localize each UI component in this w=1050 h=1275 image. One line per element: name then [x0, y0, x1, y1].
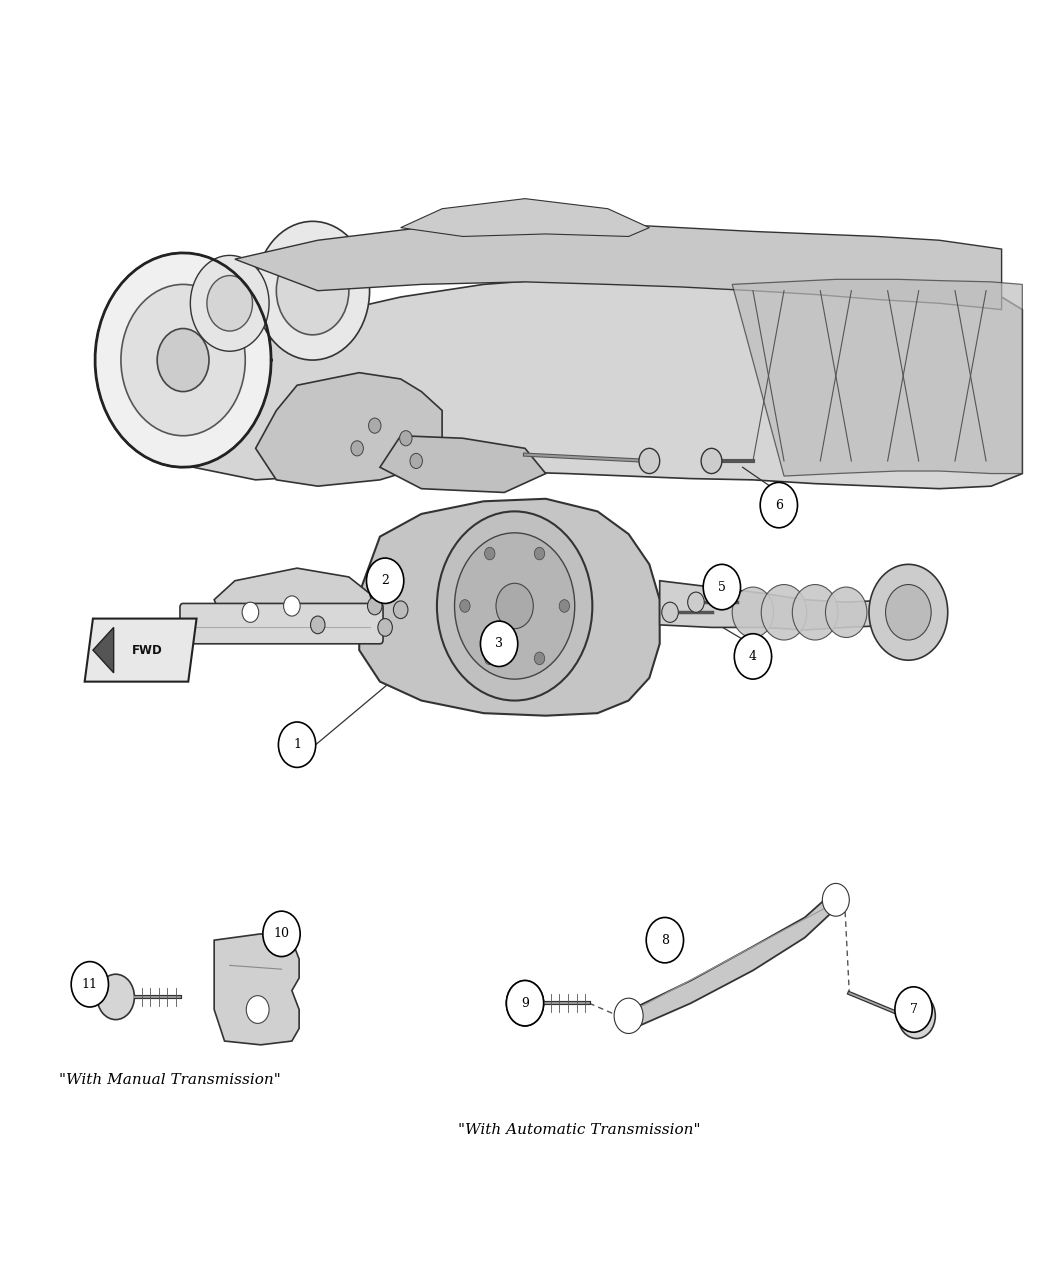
- Circle shape: [190, 255, 269, 351]
- Circle shape: [378, 618, 393, 636]
- Circle shape: [368, 597, 382, 615]
- Polygon shape: [380, 436, 546, 492]
- Circle shape: [869, 565, 948, 660]
- Circle shape: [688, 592, 705, 612]
- Polygon shape: [85, 618, 196, 682]
- Circle shape: [71, 961, 108, 1007]
- Polygon shape: [359, 499, 659, 715]
- Circle shape: [895, 987, 932, 1033]
- Polygon shape: [235, 222, 1002, 310]
- Text: 3: 3: [496, 638, 503, 650]
- Circle shape: [822, 884, 849, 917]
- Text: 10: 10: [273, 927, 290, 941]
- Circle shape: [534, 547, 545, 560]
- Polygon shape: [214, 569, 375, 640]
- Circle shape: [278, 722, 316, 768]
- Circle shape: [898, 993, 936, 1039]
- Circle shape: [560, 599, 569, 612]
- Polygon shape: [659, 580, 898, 630]
- Circle shape: [311, 616, 326, 634]
- Circle shape: [255, 222, 370, 360]
- Text: 8: 8: [660, 933, 669, 946]
- Circle shape: [485, 652, 495, 664]
- Circle shape: [455, 533, 574, 680]
- Circle shape: [732, 586, 774, 638]
- Circle shape: [534, 652, 545, 664]
- Text: 4: 4: [749, 650, 757, 663]
- Circle shape: [410, 454, 422, 468]
- Circle shape: [793, 584, 838, 640]
- Text: 11: 11: [82, 978, 98, 991]
- FancyBboxPatch shape: [180, 603, 383, 644]
- Circle shape: [369, 418, 381, 434]
- Circle shape: [366, 558, 404, 603]
- Polygon shape: [93, 627, 113, 673]
- Circle shape: [704, 565, 740, 609]
- Circle shape: [394, 601, 407, 618]
- Text: "With Manual Transmission": "With Manual Transmission": [59, 1072, 280, 1086]
- Circle shape: [158, 329, 209, 391]
- Polygon shape: [142, 278, 1023, 488]
- Circle shape: [760, 482, 798, 528]
- Text: FWD: FWD: [131, 644, 162, 657]
- Polygon shape: [618, 890, 844, 1026]
- Text: 2: 2: [381, 574, 390, 588]
- Circle shape: [94, 252, 271, 467]
- Circle shape: [485, 547, 495, 560]
- Circle shape: [825, 586, 867, 638]
- Text: 1: 1: [293, 738, 301, 751]
- Circle shape: [247, 996, 269, 1024]
- Circle shape: [400, 431, 412, 446]
- Circle shape: [506, 980, 544, 1026]
- Circle shape: [646, 918, 684, 963]
- Circle shape: [761, 584, 806, 640]
- Text: 9: 9: [521, 997, 529, 1010]
- Text: 7: 7: [909, 1003, 918, 1016]
- Polygon shape: [214, 933, 299, 1044]
- Circle shape: [276, 246, 349, 335]
- Circle shape: [437, 511, 592, 700]
- Text: 6: 6: [775, 499, 783, 511]
- Text: "With Automatic Transmission": "With Automatic Transmission": [458, 1123, 700, 1137]
- Circle shape: [121, 284, 246, 436]
- Polygon shape: [732, 279, 1023, 476]
- Polygon shape: [401, 199, 649, 236]
- Polygon shape: [255, 372, 442, 486]
- Circle shape: [639, 449, 659, 473]
- Circle shape: [262, 912, 300, 956]
- Circle shape: [614, 998, 643, 1034]
- Circle shape: [351, 441, 363, 456]
- Circle shape: [662, 602, 678, 622]
- Circle shape: [885, 584, 931, 640]
- Circle shape: [734, 634, 772, 680]
- Circle shape: [243, 602, 258, 622]
- Circle shape: [460, 599, 470, 612]
- Circle shape: [496, 583, 533, 629]
- Circle shape: [506, 980, 544, 1026]
- Circle shape: [207, 275, 252, 332]
- Circle shape: [701, 449, 721, 473]
- Circle shape: [97, 974, 134, 1020]
- Text: 5: 5: [718, 580, 726, 594]
- Circle shape: [481, 621, 518, 667]
- Circle shape: [284, 595, 300, 616]
